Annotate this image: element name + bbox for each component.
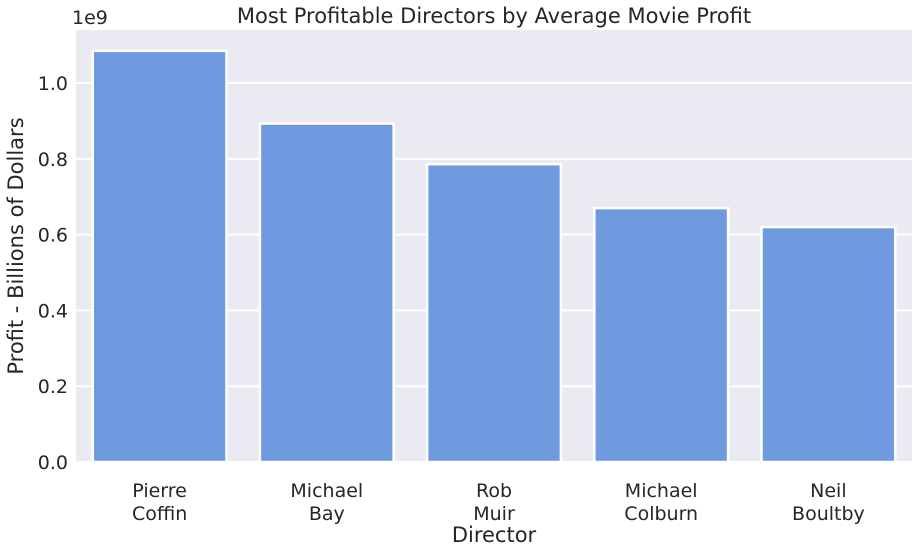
x-tick-label-1: Michael Bay xyxy=(290,480,363,525)
bar-4 xyxy=(760,225,897,464)
bar-0 xyxy=(91,49,228,464)
y-tick-label-1: 0.2 xyxy=(38,376,68,398)
x-axis-label: Director xyxy=(452,523,537,547)
x-tick-label-4: Neil Boultby xyxy=(792,480,865,525)
y-tick-label-5: 1.0 xyxy=(38,73,68,95)
y-tick-labels: 0.0 0.2 0.4 0.6 0.8 1.0 xyxy=(38,73,68,474)
chart-title: Most Profitable Directors by Average Mov… xyxy=(237,4,751,28)
x-tick-label-3: Michael Colburn xyxy=(624,480,698,525)
bar-2 xyxy=(425,162,563,464)
x-tick-labels: Pierre Coffin Michael Bay Rob Muir Michael Colb… xyxy=(132,480,865,525)
y-tick-label-4: 0.8 xyxy=(38,149,68,171)
y-offset-label: 1e9 xyxy=(72,7,108,29)
bar-1 xyxy=(258,122,395,464)
bars xyxy=(91,49,897,464)
x-tick-label-0: Pierre Coffin xyxy=(132,480,187,525)
y-axis-label: Profit - Billions of Dollars xyxy=(4,117,28,374)
bar-3 xyxy=(593,206,730,464)
x-tick-label-2: Rob Muir xyxy=(473,480,515,525)
y-tick-label-2: 0.4 xyxy=(38,300,68,322)
y-tick-label-0: 0.0 xyxy=(38,452,68,474)
y-tick-label-3: 0.6 xyxy=(38,225,68,247)
